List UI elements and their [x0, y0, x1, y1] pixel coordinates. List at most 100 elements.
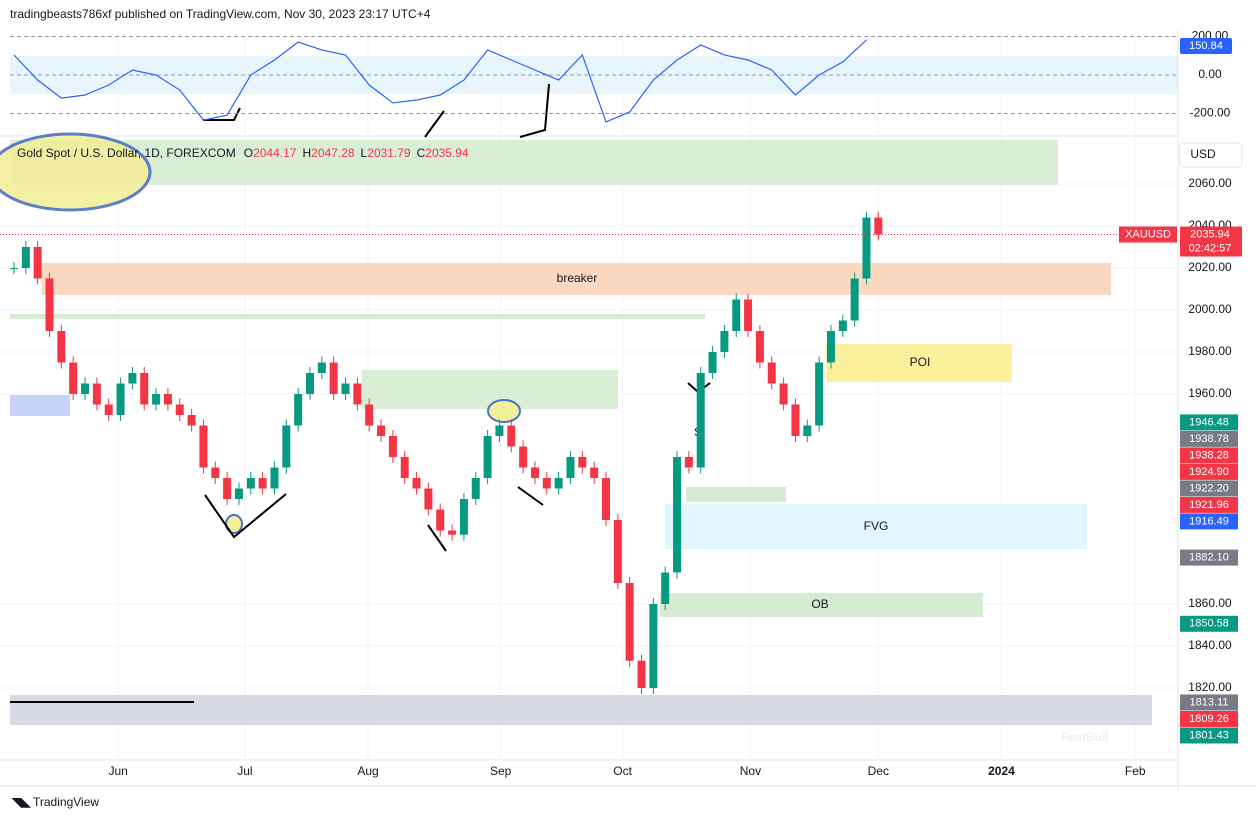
legend-item: C	[417, 146, 426, 160]
drawing	[427, 524, 447, 552]
x-tick-label: 2024	[988, 764, 1015, 778]
candle-body	[365, 404, 374, 426]
candle-body	[81, 383, 90, 394]
price-tag-label: 1922.20	[1189, 482, 1229, 494]
y-tick-label: 2020.00	[1188, 260, 1232, 274]
candle-body	[152, 393, 161, 405]
zone-label: OB	[811, 597, 828, 611]
price-tag-label: 1921.96	[1189, 499, 1229, 511]
price-tag-label: 1801.43	[1189, 729, 1229, 741]
candle-body	[128, 372, 137, 384]
y-tick-label: 1840.00	[1188, 638, 1232, 652]
candle-body	[661, 572, 670, 605]
price-tag-label: 1813.11	[1190, 696, 1229, 708]
candle-body	[329, 362, 338, 394]
candle-body	[412, 478, 421, 489]
candle-body	[199, 425, 208, 468]
candle-body	[270, 467, 279, 489]
candle-body	[448, 530, 457, 535]
candle-body	[400, 457, 409, 479]
price-tag-label: 1850.58	[1189, 618, 1229, 630]
candle-body	[246, 478, 255, 489]
zone	[42, 263, 1111, 295]
candle-body	[542, 478, 551, 489]
y-tick-label: 2060.00	[1188, 176, 1232, 190]
drawing	[203, 107, 241, 121]
price-tag	[1180, 447, 1238, 464]
price-tag	[1180, 710, 1238, 727]
candle-body	[388, 436, 397, 458]
candle-body	[673, 457, 682, 573]
ellipse	[0, 132, 152, 212]
logo-mark: ◥◣	[11, 795, 31, 809]
y-tick-label: 1860.00	[1188, 596, 1232, 610]
candle-body	[377, 425, 386, 437]
candle-body	[613, 520, 622, 584]
candle-body	[874, 217, 883, 235]
candle-body	[223, 478, 232, 500]
y-tick-label: 2000.00	[1188, 302, 1232, 316]
candle-body	[566, 457, 575, 479]
legend-item: H	[302, 146, 311, 160]
y-tick-label: 1820.00	[1188, 680, 1232, 694]
y-tick-label: 0.00	[1198, 67, 1222, 81]
candle-body	[483, 436, 492, 479]
candle-body	[767, 362, 776, 384]
price-tag-label: 1924.90	[1189, 466, 1229, 478]
legend: Gold Spot / U.S. Dollar, 1D, FOREXCOM O20…	[17, 146, 469, 160]
price-tag-label: 1916.49	[1189, 515, 1229, 527]
candle-body	[554, 478, 563, 489]
indicator-line	[13, 39, 867, 123]
candle-body	[815, 362, 824, 426]
zone	[362, 370, 618, 409]
candle-body	[306, 372, 314, 394]
price-tag	[1180, 496, 1238, 513]
candle-body	[92, 383, 101, 405]
candle-body	[10, 267, 18, 269]
watermark: FastBull	[1061, 730, 1108, 744]
candle-body	[116, 383, 125, 415]
zone	[10, 140, 1058, 185]
price-tag	[1180, 430, 1238, 447]
candle-body	[104, 404, 113, 415]
candle-body	[21, 246, 30, 268]
zone	[826, 344, 1012, 382]
candle-body	[637, 660, 646, 689]
candle-body	[602, 478, 610, 521]
candle-body	[234, 488, 243, 500]
candle-body	[744, 299, 753, 331]
zone	[10, 314, 705, 319]
price-tag	[1180, 226, 1242, 257]
candle-body	[530, 467, 539, 479]
candle-body	[708, 351, 717, 373]
candle-body	[45, 278, 54, 331]
candle-body	[258, 478, 267, 489]
legend-item: O	[244, 146, 253, 160]
candle-body	[69, 362, 78, 394]
candle-body	[732, 299, 741, 331]
candle-body	[57, 330, 66, 363]
ellipse	[487, 399, 521, 423]
drawing	[424, 110, 445, 138]
drawing	[204, 493, 287, 539]
candle-body	[436, 509, 445, 531]
candle-body	[507, 425, 516, 447]
price-tag	[1180, 694, 1238, 711]
candle-body	[578, 457, 587, 468]
y-tick-label: -200.00	[1190, 106, 1231, 120]
candle-body	[684, 457, 693, 468]
zone	[660, 593, 983, 617]
candle-body	[341, 383, 350, 394]
x-tick-label: Dec	[868, 764, 889, 778]
candle-body	[33, 246, 42, 279]
candle-body	[211, 467, 220, 479]
x-tick-label: Oct	[613, 764, 632, 778]
candle-body	[850, 278, 859, 321]
candle-body	[495, 425, 504, 437]
value-tag	[1180, 37, 1232, 54]
candle-body	[720, 330, 729, 352]
candle-body	[755, 330, 764, 363]
currency: USD	[1190, 147, 1216, 161]
symbol-tag	[1119, 226, 1177, 243]
